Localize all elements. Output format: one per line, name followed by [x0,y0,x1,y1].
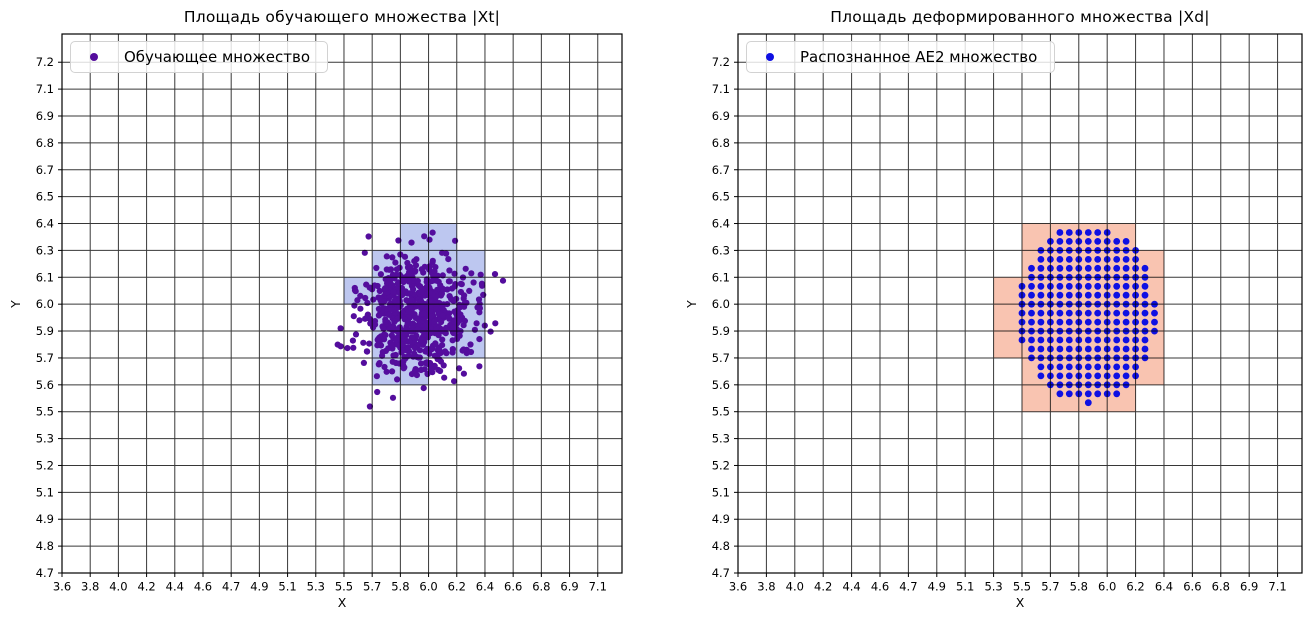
svg-text:6.0: 6.0 [1098,580,1116,594]
svg-text:4.9: 4.9 [250,580,268,594]
svg-text:5.2: 5.2 [36,458,54,472]
svg-text:5.7: 5.7 [36,351,54,365]
svg-text:6.1: 6.1 [36,270,54,284]
svg-text:6.4: 6.4 [36,217,54,231]
svg-text:4.2: 4.2 [137,580,155,594]
plot-area: 3.6 3.8 4.0 4.2 4.4 4.6 4.7 4.9 5.1 5.3 5.5 5.7 5.8 6… [712,33,1303,594]
svg-text:6.0: 6.0 [712,297,730,311]
svg-text:4.7: 4.7 [36,566,54,580]
svg-text:6.3: 6.3 [712,243,730,257]
svg-text:4.0: 4.0 [109,580,127,594]
svg-text:6.9: 6.9 [36,109,54,123]
legend-marker-icon [90,53,98,61]
svg-text:7.2: 7.2 [712,55,730,69]
svg-text:7.1: 7.1 [589,580,607,594]
svg-text:5.5: 5.5 [36,405,54,419]
svg-text:6.7: 6.7 [36,163,54,177]
svg-text:6.9: 6.9 [560,580,578,594]
svg-text:6.6: 6.6 [504,580,522,594]
svg-text:4.8: 4.8 [712,539,730,553]
svg-text:4.8: 4.8 [36,539,54,553]
svg-text:4.7: 4.7 [222,580,240,594]
svg-text:5.5: 5.5 [712,405,730,419]
svg-text:6.5: 6.5 [712,190,730,204]
svg-text:4.7: 4.7 [712,566,730,580]
svg-text:6.9: 6.9 [1240,580,1258,594]
svg-text:6.1: 6.1 [712,270,730,284]
svg-text:6.4: 6.4 [1155,580,1173,594]
svg-text:4.9: 4.9 [928,580,946,594]
svg-text:5.5: 5.5 [1013,580,1031,594]
svg-text:6.8: 6.8 [36,136,54,150]
svg-text:3.8: 3.8 [81,580,99,594]
svg-text:6.0: 6.0 [419,580,437,594]
svg-text:4.7: 4.7 [899,580,917,594]
legend-marker-icon [766,53,774,61]
svg-text:6.8: 6.8 [532,580,550,594]
y-axis-label: Y [8,299,23,308]
svg-text:5.6: 5.6 [712,378,730,392]
svg-text:6.9: 6.9 [712,109,730,123]
svg-text:7.1: 7.1 [1268,580,1286,594]
svg-text:4.9: 4.9 [712,512,730,526]
svg-text:5.7: 5.7 [1041,580,1059,594]
svg-text:5.2: 5.2 [712,458,730,472]
chart-title: Площадь обучающего множества |Xt| [183,8,501,26]
svg-text:5.3: 5.3 [984,580,1002,594]
svg-text:4.9: 4.9 [36,512,54,526]
svg-text:5.6: 5.6 [36,378,54,392]
svg-text:6.2: 6.2 [448,580,466,594]
svg-text:5.3: 5.3 [712,432,730,446]
svg-text:5.1: 5.1 [712,485,730,499]
svg-text:4.4: 4.4 [166,580,184,594]
svg-text:5.9: 5.9 [712,324,730,338]
x-axis-label: X [337,595,347,610]
svg-text:4.2: 4.2 [814,580,832,594]
svg-text:5.1: 5.1 [278,580,296,594]
svg-text:6.6: 6.6 [1183,580,1201,594]
legend-label: Обучающее множество [124,48,311,66]
legend: Обучающее множество [70,41,329,73]
svg-text:4.4: 4.4 [842,580,860,594]
svg-text:5.9: 5.9 [36,324,54,338]
svg-text:4.6: 4.6 [871,580,889,594]
svg-text:6.0: 6.0 [36,297,54,311]
svg-text:5.1: 5.1 [956,580,974,594]
svg-text:3.8: 3.8 [757,580,775,594]
svg-text:6.8: 6.8 [712,136,730,150]
svg-text:4.6: 4.6 [194,580,212,594]
x-axis-label: X [1015,595,1025,610]
svg-text:5.1: 5.1 [36,485,54,499]
svg-text:5.3: 5.3 [307,580,325,594]
svg-text:5.7: 5.7 [363,580,381,594]
y-axis-label: Y [684,299,699,308]
legend-label: Распознанное АЕ2 множество [800,48,1038,66]
legend: Распознанное АЕ2 множество [746,41,1056,73]
svg-text:7.2: 7.2 [36,55,54,69]
svg-text:6.8: 6.8 [1212,580,1230,594]
svg-text:6.5: 6.5 [36,190,54,204]
svg-text:6.2: 6.2 [1126,580,1144,594]
svg-text:5.5: 5.5 [335,580,353,594]
svg-text:5.8: 5.8 [1070,580,1088,594]
svg-text:5.8: 5.8 [391,580,409,594]
svg-text:3.6: 3.6 [53,580,71,594]
svg-text:4.0: 4.0 [786,580,804,594]
svg-text:5.3: 5.3 [36,432,54,446]
svg-text:7.1: 7.1 [36,82,54,96]
svg-text:6.3: 6.3 [36,243,54,257]
svg-text:6.4: 6.4 [712,217,730,231]
svg-text:7.1: 7.1 [712,82,730,96]
svg-text:6.4: 6.4 [476,580,494,594]
svg-text:5.7: 5.7 [712,351,730,365]
plot-area: 3.6 3.8 4.0 4.2 4.4 4.6 4.7 4.9 5.1 5.3 5.5 5.7 5.8 6… [36,33,623,594]
svg-text:6.7: 6.7 [712,163,730,177]
chart-title: Площадь деформированного множества |Xd| [830,8,1210,26]
svg-text:3.6: 3.6 [729,580,747,594]
